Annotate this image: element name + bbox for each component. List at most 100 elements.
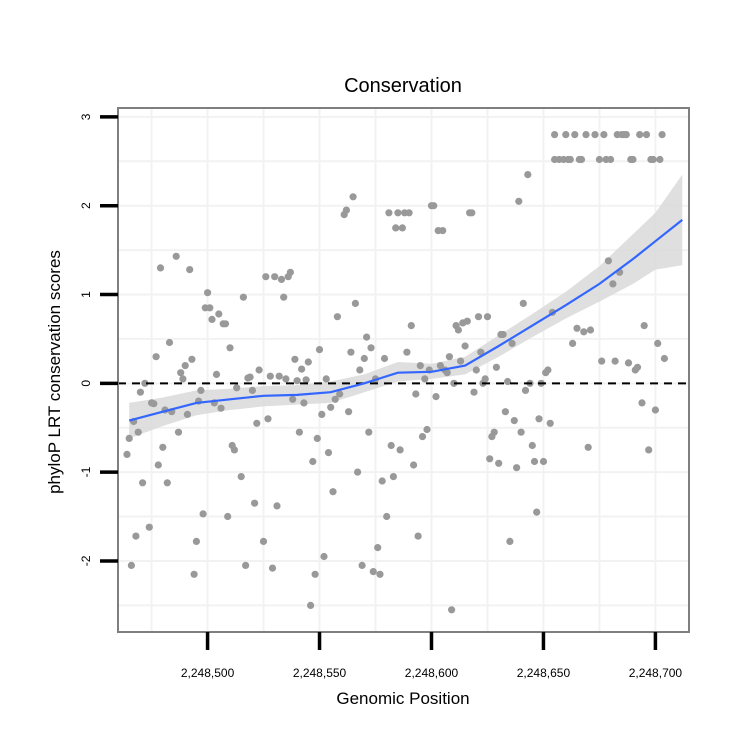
data-point [454, 326, 462, 334]
data-point [407, 322, 415, 330]
data-point [127, 561, 135, 570]
confidence-ribbon [129, 174, 683, 439]
data-point [156, 264, 165, 272]
data-point [273, 502, 281, 510]
data-point [298, 365, 306, 373]
data-point [329, 488, 337, 496]
data-point [336, 390, 344, 398]
data-point [421, 375, 429, 383]
x-tick-label: 2,248,500 [181, 666, 235, 680]
data-point [546, 419, 554, 427]
data-point [389, 473, 397, 481]
data-point [622, 131, 630, 139]
data-point [327, 403, 335, 411]
data-point [649, 155, 657, 164]
data-point [360, 354, 368, 363]
data-point [165, 338, 174, 347]
data-point [528, 441, 536, 450]
data-point [139, 479, 147, 487]
data-point [378, 477, 386, 485]
data-point [132, 532, 140, 540]
y-tick-label: 2 [79, 202, 93, 209]
data-point [289, 395, 297, 403]
data-point [192, 537, 200, 546]
data-point [495, 459, 503, 467]
data-point [190, 570, 198, 578]
data-point [300, 399, 308, 407]
data-point [483, 313, 492, 321]
data-point [633, 363, 642, 371]
data-point [654, 339, 662, 347]
data-point [660, 354, 669, 363]
data-point [457, 357, 465, 365]
data-point [651, 406, 660, 414]
data-point [320, 552, 328, 561]
data-point [551, 131, 559, 139]
data-point [519, 299, 527, 307]
data-point [275, 372, 283, 380]
data-point [251, 499, 259, 507]
data-point [331, 395, 339, 403]
data-point [403, 348, 411, 356]
smooth-trend-line [128, 219, 683, 422]
y-tick-label: -2 [79, 555, 93, 566]
y-tick-label: 0 [79, 380, 93, 387]
data-point [577, 155, 586, 164]
data-point [217, 404, 225, 412]
data-point [515, 197, 523, 205]
data-point [333, 313, 341, 321]
data-point [645, 446, 653, 454]
data-point [387, 441, 395, 450]
data-point [315, 346, 324, 354]
data-point [463, 317, 471, 325]
x-axis: 2,248,500 2,248,550 2,248,600 2,248,650 2,24… [181, 632, 682, 680]
data-point [259, 537, 268, 546]
data-point [544, 366, 552, 374]
data-point [492, 363, 500, 371]
data-point [246, 373, 254, 381]
data-point [445, 353, 453, 361]
smooth-line [128, 219, 683, 422]
y-tick-label: -1 [79, 466, 93, 477]
data-point [172, 252, 180, 260]
data-point [226, 344, 234, 352]
data-point [636, 131, 644, 139]
data-point [656, 155, 664, 164]
data-point [611, 357, 619, 365]
y-tick-label: 3 [79, 113, 93, 120]
data-point [262, 273, 270, 281]
data-point [450, 379, 458, 387]
data-point [248, 386, 256, 394]
data-point [188, 355, 196, 363]
data-point [398, 224, 406, 232]
data-point [186, 266, 194, 274]
data-point [367, 344, 375, 352]
data-point [224, 512, 232, 521]
data-point [499, 330, 507, 339]
data-point [598, 357, 606, 365]
y-axis-title: phyloP LRT conservation scores [45, 250, 64, 494]
data-point [607, 155, 615, 164]
data-point [183, 410, 191, 418]
data-point [145, 523, 153, 531]
data-point [624, 359, 633, 367]
data-point [309, 457, 317, 466]
data-point [501, 408, 509, 416]
data-point [609, 280, 617, 288]
data-point [443, 369, 451, 377]
data-point [351, 299, 359, 307]
data-point [154, 461, 162, 469]
data-point [385, 209, 393, 217]
data-point [313, 434, 321, 442]
data-point [432, 393, 440, 401]
data-point [414, 532, 422, 540]
y-tick-label: 1 [79, 291, 93, 298]
data-point [591, 131, 599, 139]
data-point [242, 561, 250, 570]
data-point [302, 376, 310, 384]
data-point [571, 131, 579, 139]
data-point [640, 322, 648, 330]
data-point [150, 400, 158, 408]
data-point [477, 348, 485, 356]
data-point [197, 386, 205, 394]
